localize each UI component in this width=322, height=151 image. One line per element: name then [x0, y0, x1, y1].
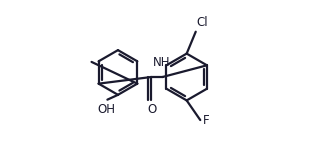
Text: Cl: Cl: [196, 16, 208, 29]
Text: NH: NH: [153, 56, 171, 69]
Text: OH: OH: [98, 103, 116, 116]
Text: O: O: [147, 103, 156, 116]
Text: F: F: [203, 114, 209, 127]
